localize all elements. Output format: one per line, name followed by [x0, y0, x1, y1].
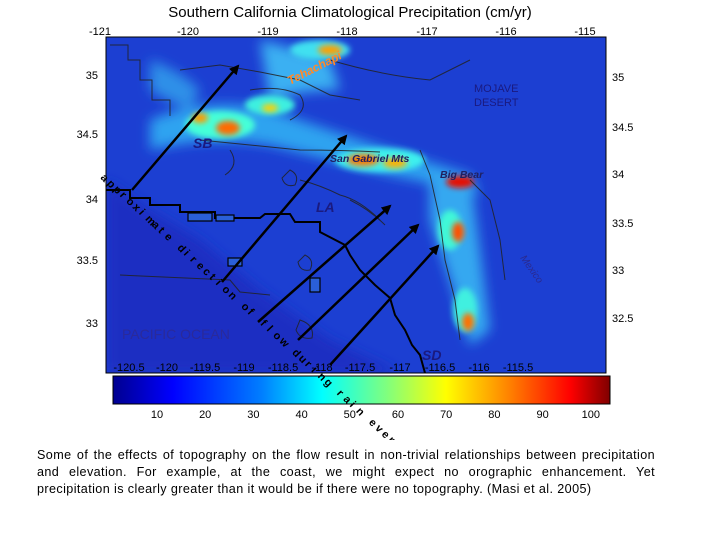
flow-arrow-1 — [131, 64, 240, 191]
flow-arrow-2 — [221, 134, 348, 283]
bottom-lon-tick: -117.5 — [345, 362, 375, 374]
colorbar — [112, 375, 611, 405]
flow-arrows — [131, 64, 440, 366]
bottom-longitude-ticks: -120.5 -120 -119.5 -119 -118.5 -118 -117.5 -117… — [113, 362, 533, 374]
caption-text: Some of the effects of topography on the… — [37, 448, 655, 496]
colorbar-tick: 90 — [536, 409, 548, 421]
top-lon-tick: -120 — [177, 26, 199, 38]
right-lat-tick: 35 — [612, 72, 624, 84]
pacific-ocean-label: PACIFIC OCEAN — [122, 326, 230, 342]
right-lat-tick: 34.5 — [612, 122, 633, 134]
annotation-char: r — [117, 190, 129, 202]
bottom-lon-tick: -120 — [156, 362, 178, 374]
flow-arrow-3 — [257, 204, 392, 323]
top-lon-tick: -117 — [416, 26, 437, 38]
top-lon-tick: -119 — [257, 26, 278, 38]
top-lon-tick: -118 — [336, 26, 357, 38]
annotation-char: i — [347, 399, 358, 409]
right-latitude-ticks: 35 34.5 34 33.5 33 32.5 — [612, 72, 633, 325]
bottom-lon-tick: -116 — [468, 362, 489, 374]
annotation-char: f — [258, 318, 270, 329]
left-lat-tick: 34.5 — [77, 129, 98, 141]
bottom-lon-tick: -119 — [233, 362, 254, 374]
annotation-char: i — [136, 207, 147, 217]
colorbar-tick: 30 — [247, 409, 259, 421]
desert-label: DESERT — [474, 97, 519, 109]
bottom-lon-tick: -117 — [389, 362, 410, 374]
annotation-char: t — [155, 225, 167, 236]
left-latitude-ticks: 35 34.5 34 33.5 33 — [77, 70, 98, 330]
bottom-lon-tick: -120.5 — [113, 362, 144, 374]
bottom-lon-tick: -115.5 — [503, 362, 533, 374]
precip-maxima — [192, 45, 474, 331]
colorbar-tick: 70 — [440, 409, 452, 421]
annotation-char: e — [379, 428, 392, 440]
sb-label: SB — [193, 135, 212, 151]
colorbar-ticks: 10 20 30 40 50 60 70 80 90 100 — [151, 409, 600, 421]
map-title: Southern California Climatological Preci… — [168, 4, 532, 21]
left-lat-tick: 33.5 — [77, 255, 98, 267]
annotation-char: r — [302, 359, 314, 371]
ocean-shade — [106, 180, 400, 373]
left-lat-tick: 34 — [86, 194, 98, 206]
map-frame — [105, 36, 607, 374]
annotation-char: i — [213, 278, 224, 288]
precipitation-map: Tehachapi MOJAVE DESERT SB San Gabriel M… — [77, 26, 634, 440]
annotation-char: r — [187, 254, 199, 266]
right-lat-tick: 33 — [612, 265, 624, 277]
top-lon-tick: -121 — [89, 26, 111, 38]
contours — [110, 44, 506, 341]
colorbar-tick: 20 — [199, 409, 211, 421]
mojave-label: MOJAVE — [474, 83, 518, 95]
coastline — [106, 189, 426, 373]
map-field — [106, 37, 606, 373]
colorbar-tick: 40 — [295, 409, 307, 421]
bottom-lon-tick: -118.5 — [268, 362, 298, 374]
colorbar-tick: 60 — [392, 409, 404, 421]
annotation-char: f — [245, 307, 257, 318]
left-lat-tick: 33 — [86, 318, 98, 330]
bottom-lon-tick: -116.5 — [425, 362, 455, 374]
annotation-char: t — [207, 272, 219, 283]
big-bear-label: Big Bear — [440, 169, 484, 181]
left-lat-tick: 35 — [86, 70, 98, 82]
right-lat-tick: 34 — [612, 169, 624, 181]
sd-label: SD — [422, 347, 441, 363]
bottom-lon-tick: -118 — [311, 362, 332, 374]
annotation-char: l — [264, 324, 275, 334]
colorbar-tick: 10 — [151, 409, 163, 421]
annotation-char: i — [309, 365, 320, 375]
la-label: LA — [316, 199, 335, 215]
annotation-char: n — [385, 434, 399, 440]
flow-arrow-5 — [329, 244, 440, 366]
annotation-char: i — [181, 248, 192, 258]
top-longitude-ticks: -121 -120 -119 -118 -117 -116 -115 — [89, 26, 596, 38]
annotation-char: r — [334, 388, 346, 400]
colorbar-tick: 100 — [582, 409, 600, 421]
colorbar-tick: 80 — [488, 409, 500, 421]
right-lat-tick: 32.5 — [612, 313, 633, 325]
san-gabriel-label: San Gabriel Mts — [330, 153, 410, 165]
bottom-lon-tick: -119.5 — [190, 362, 220, 374]
colorbar-tick: 50 — [344, 409, 356, 421]
right-lat-tick: 33.5 — [612, 218, 633, 230]
top-lon-tick: -116 — [495, 26, 516, 38]
top-lon-tick: -115 — [574, 26, 595, 38]
flow-arrow-4 — [297, 223, 420, 341]
channel-islands — [187, 212, 321, 293]
